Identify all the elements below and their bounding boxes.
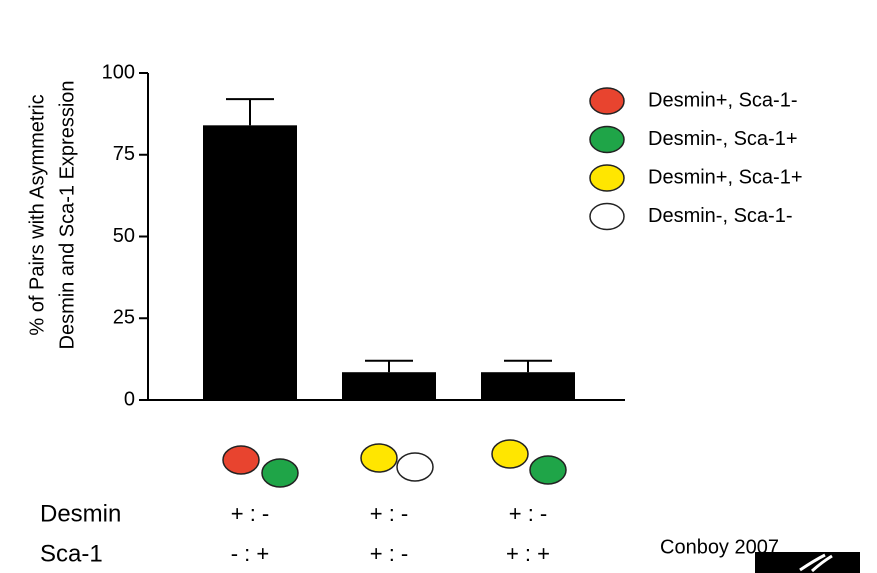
- legend-label: Desmin+, Sca-1-: [648, 89, 798, 111]
- row-label: Desmin: [40, 500, 121, 527]
- legend-swatch: [589, 164, 625, 192]
- bar: [481, 372, 575, 400]
- y-tick-label: 0: [124, 388, 135, 410]
- category-circle: [491, 439, 529, 469]
- credit: Conboy 2007: [660, 536, 779, 558]
- y-axis-label: Desmin and Sca-1 Expression: [56, 80, 78, 349]
- category-circle: [396, 452, 434, 482]
- category-circle: [222, 445, 260, 475]
- legend-swatch: [589, 87, 625, 115]
- row-value: + : +: [506, 541, 550, 566]
- row-value: + : -: [370, 541, 409, 566]
- row-value: + : -: [370, 501, 409, 526]
- category-circle: [360, 443, 398, 473]
- bar: [342, 372, 436, 400]
- row-label: Sca-1: [40, 540, 103, 567]
- y-tick-label: 75: [113, 143, 135, 165]
- row-value: - : +: [231, 541, 270, 566]
- legend-label: Desmin-, Sca-1-: [648, 205, 792, 227]
- y-tick-label: 100: [102, 61, 135, 83]
- legend-label: Desmin-, Sca-1+: [648, 128, 798, 150]
- legend-label: Desmin+, Sca-1+: [648, 166, 803, 188]
- category-circle: [261, 458, 299, 488]
- category-circle: [529, 455, 567, 485]
- y-tick-label: 50: [113, 225, 135, 247]
- legend-swatch: [589, 202, 625, 231]
- bar: [203, 125, 297, 400]
- row-value: + : -: [231, 501, 270, 526]
- legend-swatch: [589, 125, 625, 154]
- logo: [755, 552, 860, 573]
- y-tick-label: 25: [113, 307, 135, 329]
- logo-mark: [799, 553, 833, 573]
- row-value: + : -: [509, 501, 548, 526]
- y-axis-label: % of Pairs with Asymmetric: [26, 94, 48, 335]
